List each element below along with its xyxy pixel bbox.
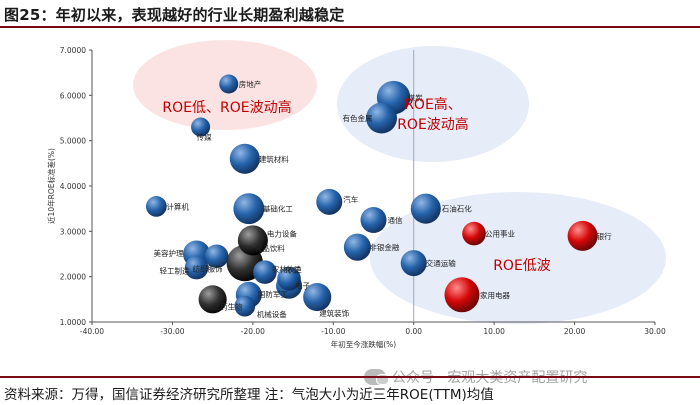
title-rule [0,26,700,28]
bubble-label: 医药生物 [213,301,243,311]
source-note: 资料来源：万得，国信证券经济研究所整理 注：气泡大小为近三年ROE(TTM)均值 [4,387,494,403]
bubble-label: 通信 [388,215,403,225]
y-axis-title: 近10年ROE标准差(%) [46,148,56,224]
x-tick-label: -40.00 [80,327,104,336]
bubble-point [444,277,480,313]
watermark-text: 公众号 · 宏观大类资产配置研究 [392,370,588,386]
y-tick-label: 3.0000 [60,227,86,236]
bubble-label: 银行 [597,231,612,241]
bubble-point [198,285,227,314]
bubble-point [360,207,387,233]
bubble-label: 传媒 [197,132,212,142]
bubble-label: 纺织服饰 [193,263,223,273]
bubble-label: 基础化工 [263,204,293,214]
annotation-high-roe-high-vol: ROE高、 [404,96,462,113]
x-tick-label: 20.00 [564,327,586,336]
bubble-label: 房地产 [239,79,262,89]
bubble-point [237,225,268,256]
source-rule [0,376,700,378]
bubble-label: 汽车 [343,194,358,204]
y-tick-label: 2.0000 [60,273,86,282]
bubble-label: 国防军工 [258,289,288,299]
bubble-label: 机械设备 [257,309,287,319]
bubble-point [184,255,209,280]
bubble-point [567,220,598,251]
bubble-label: 石油石化 [442,204,472,214]
bubble-point [400,250,427,277]
bubble-label: 煤炭 [408,93,423,103]
annotation-low-roe-vol: ROE低波 [493,258,551,274]
figure-title: 图25：年初以来，表现越好的行业长期盈利越稳定 [4,6,345,24]
x-axis-title: 年初至今涨跌幅(%) [331,339,397,349]
y-tick-label: 4.0000 [60,182,86,191]
bubble-point [366,102,398,134]
y-tick-label: 7.0000 [60,46,86,55]
bubble-label: 轻工制造 [160,266,190,276]
bubble-point [316,188,343,215]
bubble-label: 建筑材料 [259,154,289,164]
bubble-point [234,295,256,317]
x-tick-label: -30.00 [160,327,184,336]
x-tick-label: -20.00 [241,327,265,336]
bubble-point [191,117,211,137]
bubble-label: 电力设备 [267,228,297,238]
bubble-label: 计算机 [166,201,189,211]
bubble-label: 公用事业 [485,229,515,239]
bubble-label: 家用电器 [480,290,510,300]
bubble-point [253,260,277,284]
bubble-label: 建筑装饰 [319,308,349,318]
x-tick-label: 0.00 [405,327,422,336]
bubble-label: 环保 [285,266,300,275]
bubble-point [343,233,371,261]
x-tick-label: 30.00 [644,327,666,336]
bubble-point [233,193,265,225]
y-tick-label: 5.0000 [60,137,86,146]
annotation-high-roe-high-vol: ROE波动高 [397,116,469,133]
bubble-chart: -40.00 -30.00 -20.00 -10.00 0.00 10.00 20.00 30… [46,40,666,349]
bubble-label: 农林牧渔 [272,264,302,274]
bubble-point [462,221,486,246]
bubble-point [204,244,229,269]
annotation-low-roe-high-vol: ROE低、ROE波动高 [162,99,291,116]
bubble-label: 美容护理 [154,248,184,258]
x-tick-label: 10.00 [483,327,505,336]
x-tick-label: -10.00 [321,327,345,336]
bubble-label: 交通运输 [426,258,456,268]
bubble-point [277,267,301,291]
bubble-point [410,193,441,224]
bubble-label: 食品饮料 [255,243,285,253]
bubble-label: 非银金融 [369,242,399,252]
bubble-label: 有色金属 [343,113,373,123]
bubble-point [303,283,332,312]
bubble-label: 电子 [295,281,310,291]
bubble-point [145,196,167,217]
bubble-point [219,74,239,94]
y-tick-label: 6.0000 [60,91,86,100]
bubble-point [229,143,260,174]
y-tick-label: 1.0000 [60,318,86,327]
